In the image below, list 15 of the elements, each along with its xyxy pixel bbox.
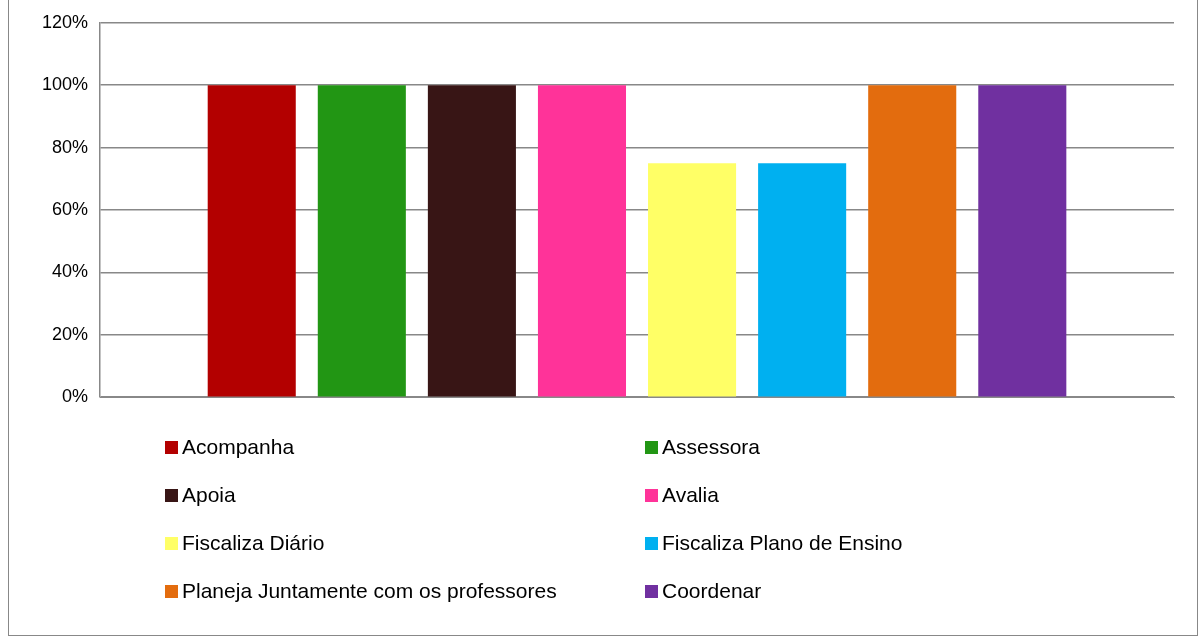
legend-label: Acompanha xyxy=(182,435,295,459)
y-tick-label: 80% xyxy=(52,136,89,157)
legend-label: Fiscaliza Diário xyxy=(182,531,325,555)
legend-label: Fiscaliza Plano de Ensino xyxy=(662,531,903,555)
y-tick-label: 40% xyxy=(52,261,89,282)
y-tick-label: 60% xyxy=(52,198,89,219)
y-tick-label: 0% xyxy=(62,386,89,407)
legend-label: Coordenar xyxy=(662,579,762,603)
legend-label: Avalia xyxy=(662,483,719,507)
legend-label: Assessora xyxy=(662,435,761,459)
legend-label: Apoia xyxy=(182,483,236,507)
y-tick-label: 120% xyxy=(41,11,89,32)
legend-label: Planeja Juntamente com os professores xyxy=(182,579,557,603)
y-tick-label: 20% xyxy=(52,323,89,344)
y-tick-label: 100% xyxy=(41,74,89,95)
